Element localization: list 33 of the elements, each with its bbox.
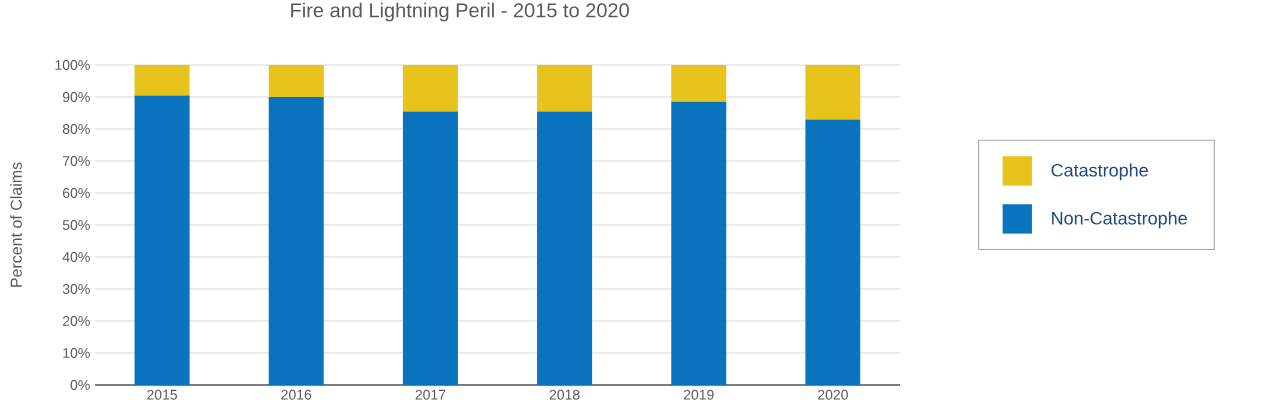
bar (671, 65, 727, 102)
bar (402, 65, 458, 112)
chart-title: Fire and Lightning Peril - 2015 to 2020 (291, 2, 629, 22)
bar (402, 111, 458, 385)
bar (805, 65, 861, 120)
bar (134, 95, 190, 385)
y-tick-label: 40% (62, 252, 90, 262)
x-tick-label: 2020 (818, 389, 848, 400)
bar (537, 111, 593, 385)
y-tick-label: 80% (62, 124, 90, 134)
bar (537, 65, 593, 112)
y-axis-title: Percent of Claims (10, 162, 22, 287)
y-tick-label: 60% (62, 188, 90, 198)
bar (134, 65, 190, 96)
x-tick-label: 2016 (281, 389, 312, 400)
y-tick-label: 0% (70, 380, 90, 390)
legend-label: Non-Catastrophe (1052, 211, 1187, 229)
x-tick-label: 2017 (415, 389, 446, 400)
y-tick-label: 90% (62, 92, 90, 102)
x-tick-label: 2019 (683, 389, 714, 400)
y-tick-label: 30% (62, 284, 90, 294)
y-tick-label: 10% (63, 348, 90, 358)
y-tick-label: 50% (62, 220, 90, 230)
bar (671, 101, 727, 385)
bar (268, 65, 324, 97)
x-tick-label: 2015 (147, 389, 178, 400)
legend-label: Catastrophe (1051, 163, 1148, 181)
y-tick-label: 100% (55, 60, 90, 70)
x-tick-label: 2018 (549, 389, 580, 400)
y-tick-label: 70% (62, 156, 90, 166)
bar (805, 119, 861, 385)
y-tick-label: 20% (62, 316, 90, 326)
bar (268, 97, 324, 385)
